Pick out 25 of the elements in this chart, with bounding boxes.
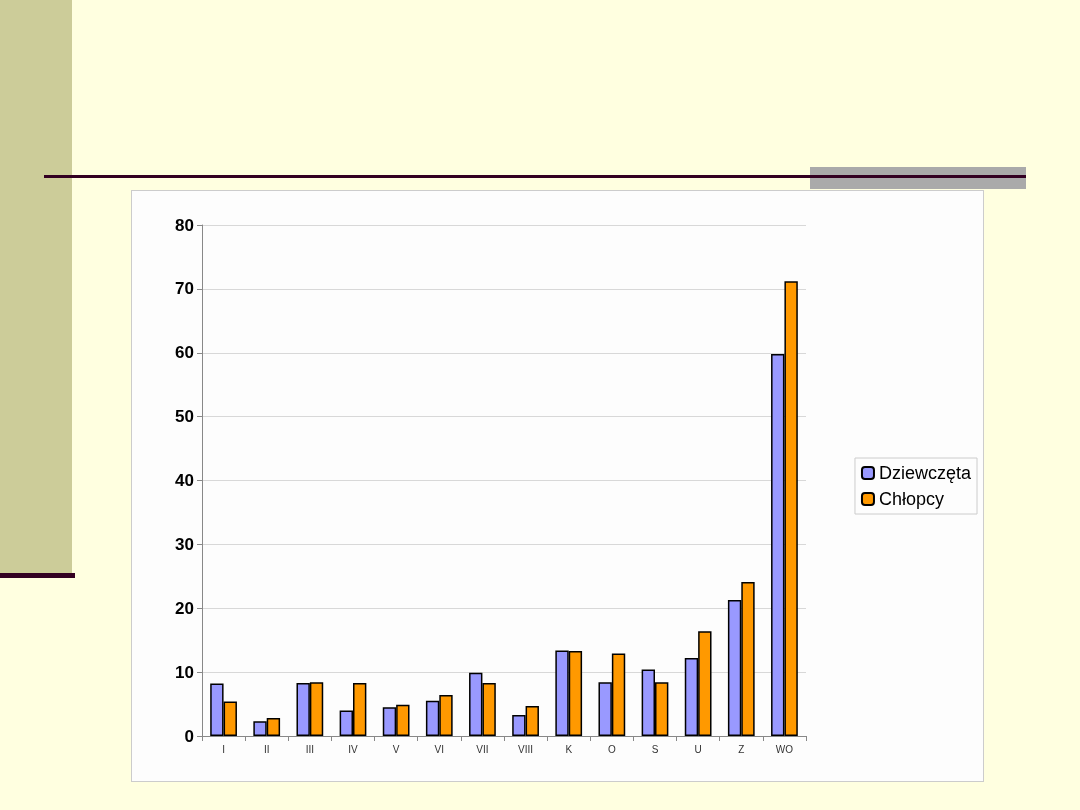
- y-tick-label: 70: [175, 279, 194, 299]
- x-tick-label: VIII: [518, 743, 534, 755]
- x-tick-label: V: [392, 743, 400, 755]
- x-tick-label: I: [222, 743, 225, 755]
- x-tick-label: III: [305, 743, 315, 755]
- x-tick-label: K: [565, 743, 573, 755]
- legend-label: Chłopcy: [878, 489, 944, 509]
- x-tick-label: II: [263, 743, 270, 755]
- y-tick-label: 20: [175, 598, 194, 618]
- y-tick-label: 50: [175, 407, 194, 427]
- y-tick-label: 40: [175, 471, 194, 490]
- y-tick-label: 80: [175, 215, 194, 235]
- y-tick-label: 30: [175, 534, 194, 554]
- y-tick-label: 60: [175, 343, 194, 363]
- x-tick-label: VII: [476, 743, 489, 755]
- x-tick-label: Z: [738, 743, 745, 755]
- x-tick-label: VI: [434, 743, 445, 755]
- x-tick-label: O: [607, 743, 616, 755]
- y-tick-label: 0: [184, 726, 194, 746]
- y-tick-label: 10: [175, 662, 194, 682]
- legend-label: Dziewczęta: [878, 463, 972, 483]
- x-tick-label: S: [651, 743, 659, 755]
- x-tick-label: IV: [348, 743, 359, 755]
- x-tick-label: WO: [775, 743, 794, 755]
- x-tick-label: U: [694, 743, 702, 755]
